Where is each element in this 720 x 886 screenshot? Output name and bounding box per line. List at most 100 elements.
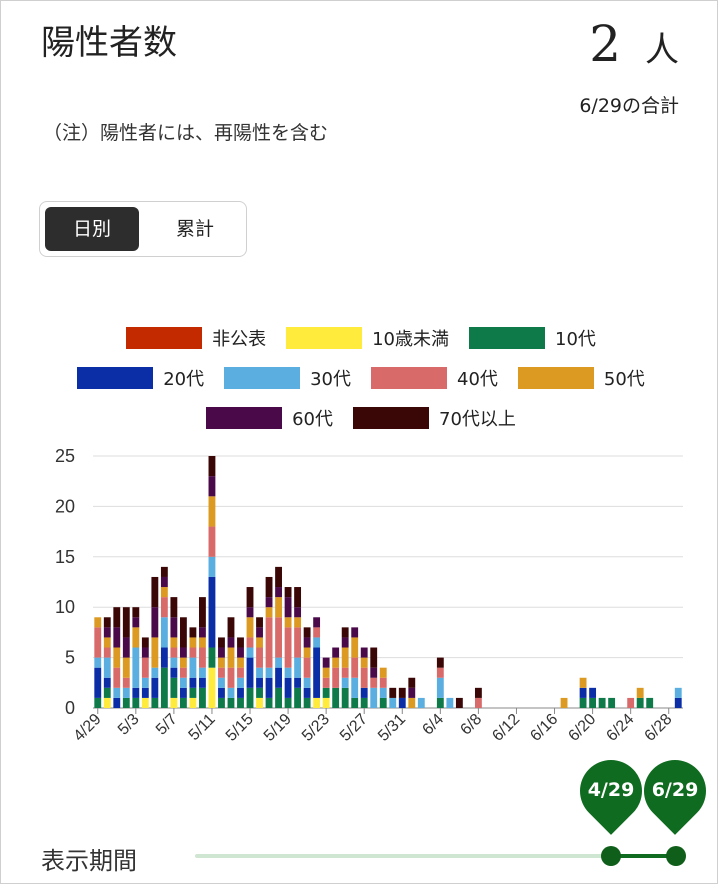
bar-segment: [284, 677, 292, 698]
bar-segment: [341, 667, 349, 678]
bar-segment: [313, 617, 321, 628]
bar-segment: [113, 607, 121, 628]
bar-segment: [379, 677, 387, 688]
legend-item-under10[interactable]: 10歳未満: [286, 323, 449, 353]
bar-segment: [170, 637, 178, 648]
bar-segment: [132, 697, 140, 708]
stacked-bar-chart: 0 5 10 15 20 25 4/29 5/3 5/7 5/11 5/15 5/19 5/23 5/27…: [55, 446, 683, 745]
legend-item-60s[interactable]: 60代: [206, 403, 333, 433]
bar-segment: [141, 647, 149, 658]
bar-segment: [151, 576, 159, 608]
bar-segment: [160, 566, 168, 577]
bar-segment: [208, 526, 216, 557]
bar-segment: [360, 657, 368, 668]
bar-segment: [103, 637, 111, 648]
bar-segment: [132, 627, 140, 648]
bar-segment: [189, 687, 197, 698]
bar-segment: [189, 627, 197, 638]
bar-segment: [408, 697, 416, 708]
bar-segment: [199, 667, 206, 678]
x-tick-label: 6/12: [489, 711, 523, 745]
bar-segment: [160, 587, 168, 598]
x-tick-label: 5/15: [223, 711, 257, 745]
x-tick-label: 6/20: [565, 711, 599, 745]
legend-item-undisclosed[interactable]: 非公表: [126, 323, 266, 353]
x-tick-label: 5/31: [375, 711, 409, 745]
bar-segment: [322, 687, 330, 698]
bar-segment: [227, 647, 235, 668]
legend-label: 60代: [292, 409, 333, 430]
bar-segment: [608, 697, 616, 708]
period-start-handle[interactable]: [601, 846, 621, 866]
bar-segment: [237, 667, 244, 678]
legend-item-50s[interactable]: 50代: [517, 363, 645, 393]
bar-segment: [436, 667, 444, 678]
bar-segment: [332, 667, 340, 688]
bar-segment: [122, 677, 130, 688]
y-tick-label: 25: [55, 446, 75, 466]
bar-segment: [113, 627, 121, 648]
bar-segment: [474, 697, 482, 708]
bar-segment: [208, 456, 216, 477]
bar-segment: [218, 697, 225, 708]
x-tick-label: 5/3: [115, 711, 143, 739]
bar-segment: [294, 587, 302, 608]
bar-segment: [227, 637, 235, 648]
bar-segment: [351, 637, 359, 658]
bar-segment: [94, 617, 102, 628]
bar-segment: [246, 647, 254, 658]
bar-segment: [436, 697, 444, 708]
bar-segment: [199, 687, 206, 708]
period-label: 表示期間: [41, 847, 137, 875]
legend-item-20s[interactable]: 20代: [77, 363, 204, 393]
bar-segment: [160, 576, 168, 588]
bar-segment: [313, 627, 321, 638]
bar-segment: [103, 697, 111, 708]
legend-swatch: [224, 367, 301, 389]
bar-segment: [141, 637, 149, 648]
x-tick-label: 6/16: [527, 711, 561, 745]
bar-segment: [313, 697, 321, 708]
period-slider-track[interactable]: [195, 854, 675, 858]
bar-segment: [284, 667, 292, 678]
bar-segment: [132, 607, 140, 618]
legend-item-10s[interactable]: 10代: [469, 323, 596, 353]
x-tick-label: 5/23: [299, 711, 333, 745]
period-end-handle[interactable]: [666, 846, 686, 866]
bar-segment: [141, 687, 149, 698]
bar-segment: [256, 697, 263, 708]
legend-item-70plus[interactable]: 70代以上: [353, 403, 516, 433]
x-tick-label: 5/11: [186, 711, 219, 744]
legend-label: 30代: [310, 369, 351, 390]
bar-segment: [103, 617, 111, 628]
daily-toggle-button[interactable]: 日別: [45, 207, 139, 251]
bar-segment: [256, 687, 263, 698]
bar-segment: [103, 657, 111, 678]
legend-swatch: [206, 407, 283, 429]
bar-segment: [322, 657, 330, 668]
bar-segment: [265, 617, 273, 668]
bar-segment: [446, 697, 454, 708]
bar-segment: [265, 576, 273, 598]
bar-segment: [275, 667, 282, 688]
bar-segment: [275, 587, 282, 598]
bar-segment: [265, 697, 273, 708]
bar-segment: [246, 607, 254, 618]
x-tick-label: 6/4: [419, 711, 447, 739]
legend-item-40s[interactable]: 40代: [371, 363, 498, 393]
bar-segment: [370, 647, 378, 668]
bar-segment: [237, 687, 244, 698]
bar-segment: [246, 637, 254, 648]
bar-segment: [351, 657, 359, 678]
bar-segment: [332, 647, 340, 658]
legend-item-30s[interactable]: 30代: [224, 363, 351, 393]
bar-segment: [237, 697, 244, 708]
y-tick-label: 5: [65, 648, 75, 668]
cumulative-toggle-button[interactable]: 累計: [175, 218, 214, 240]
bar-segment: [284, 617, 292, 628]
bar-segment: [199, 677, 206, 688]
bar-segment: [332, 657, 340, 668]
bar-segment: [141, 657, 149, 678]
bar-segment: [636, 687, 644, 698]
